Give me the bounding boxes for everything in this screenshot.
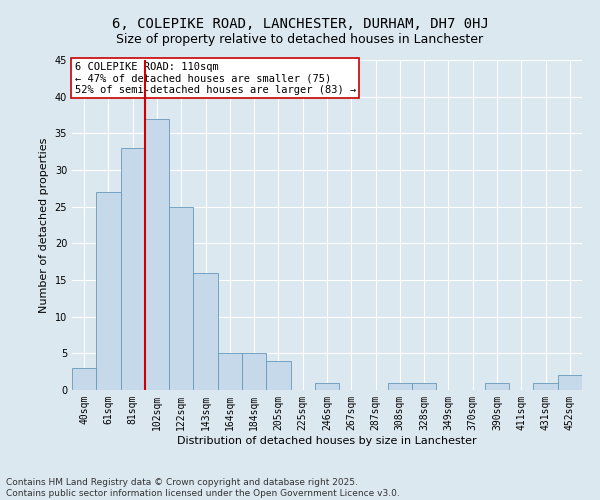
Bar	[485, 382, 509, 390]
Text: Size of property relative to detached houses in Lanchester: Size of property relative to detached ho…	[116, 32, 484, 46]
Bar	[315, 382, 339, 390]
X-axis label: Distribution of detached houses by size in Lanchester: Distribution of detached houses by size …	[177, 436, 477, 446]
Bar	[266, 360, 290, 390]
Text: 6 COLEPIKE ROAD: 110sqm
← 47% of detached houses are smaller (75)
52% of semi-de: 6 COLEPIKE ROAD: 110sqm ← 47% of detache…	[74, 62, 356, 95]
Bar	[121, 148, 145, 390]
Bar	[193, 272, 218, 390]
Bar	[72, 368, 96, 390]
Text: Contains HM Land Registry data © Crown copyright and database right 2025.
Contai: Contains HM Land Registry data © Crown c…	[6, 478, 400, 498]
Bar	[388, 382, 412, 390]
Bar	[533, 382, 558, 390]
Bar	[145, 118, 169, 390]
Bar	[169, 206, 193, 390]
Bar	[218, 354, 242, 390]
Bar	[242, 354, 266, 390]
Text: 6, COLEPIKE ROAD, LANCHESTER, DURHAM, DH7 0HJ: 6, COLEPIKE ROAD, LANCHESTER, DURHAM, DH…	[112, 18, 488, 32]
Y-axis label: Number of detached properties: Number of detached properties	[39, 138, 49, 312]
Bar	[558, 376, 582, 390]
Bar	[412, 382, 436, 390]
Bar	[96, 192, 121, 390]
